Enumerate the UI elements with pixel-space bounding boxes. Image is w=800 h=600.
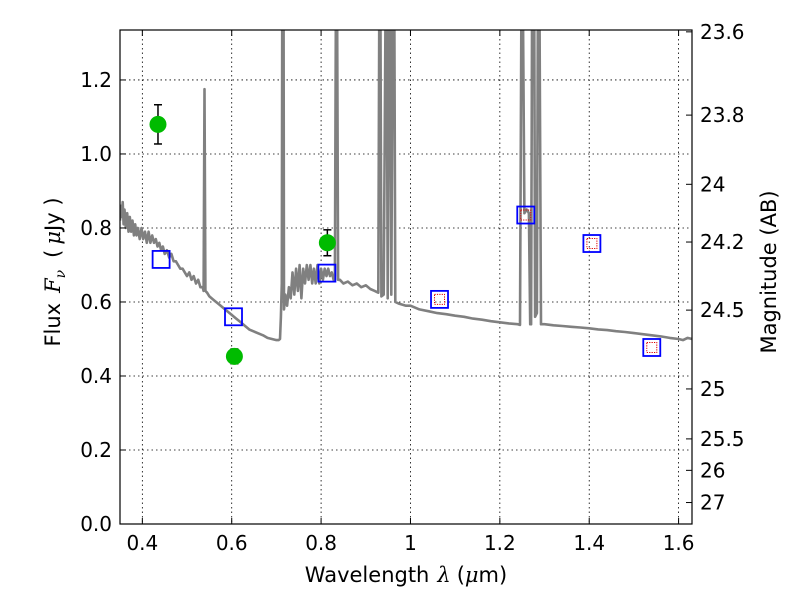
model-point	[224, 307, 243, 327]
y2-tick-label: 23.8	[700, 103, 745, 127]
x-tick-label: 1	[404, 531, 417, 555]
y-tick-label: 1.0	[80, 142, 112, 166]
y2-tick-label: 23.6	[700, 20, 745, 44]
plot-frame	[119, 29, 693, 525]
y-tick-label: 0.6	[80, 290, 112, 314]
synthetic-point	[586, 238, 598, 250]
photometry-layer	[149, 103, 662, 365]
y-tick-label: 0.2	[80, 438, 112, 462]
y2-tick-label: 26	[700, 458, 725, 482]
observed-point	[149, 115, 167, 133]
plot-area	[120, 30, 692, 524]
x-axis-label: Wavelength λ (μm)	[305, 563, 507, 587]
observed-point	[318, 234, 336, 252]
synthetic-point	[434, 293, 446, 305]
x-tick-label: 0.8	[305, 531, 337, 555]
y2-tick-label: 24.5	[700, 298, 745, 322]
x-tick-label: 1.6	[663, 531, 695, 555]
y-axis-label: FluxFν(μJy )	[41, 197, 69, 346]
x-axis: 0.4 0.6 0.8 1 1.2 1.4 1.6	[126, 30, 695, 555]
model-point	[151, 250, 171, 269]
y-axis: 0.0 0.2 0.4 0.6 0.8 1.0 1.2	[80, 68, 126, 536]
y2-axis-label: Magnitude (AB)	[757, 190, 781, 353]
model-point	[430, 289, 449, 309]
y2-tick-label: 25.5	[700, 427, 745, 451]
synthetic-point	[520, 209, 532, 221]
y2-tick-label: 27	[700, 491, 725, 515]
y-tick-label: 0.0	[80, 512, 112, 536]
model-point	[317, 263, 337, 283]
y2-tick-label: 25	[700, 377, 725, 401]
y-tick-label: 0.8	[80, 216, 112, 240]
y2-axis: 23.6 23.8 24 24.2 24.5 25 25.5 26 27	[686, 20, 745, 515]
synthetic-point	[646, 341, 658, 353]
x-tick-label: 0.6	[216, 531, 248, 555]
y-tick-label: 0.4	[80, 364, 112, 388]
x-tick-label: 1.4	[573, 531, 605, 555]
observed-point	[225, 347, 243, 365]
x-tick-label: 0.4	[126, 531, 158, 555]
y2-tick-label: 24.2	[700, 230, 745, 254]
y2-tick-label: 24	[700, 172, 725, 196]
x-tick-label: 1.2	[484, 531, 516, 555]
y-tick-label: 1.2	[80, 68, 112, 92]
model-point	[516, 205, 536, 225]
model-point	[582, 234, 602, 253]
model-point	[642, 338, 662, 357]
